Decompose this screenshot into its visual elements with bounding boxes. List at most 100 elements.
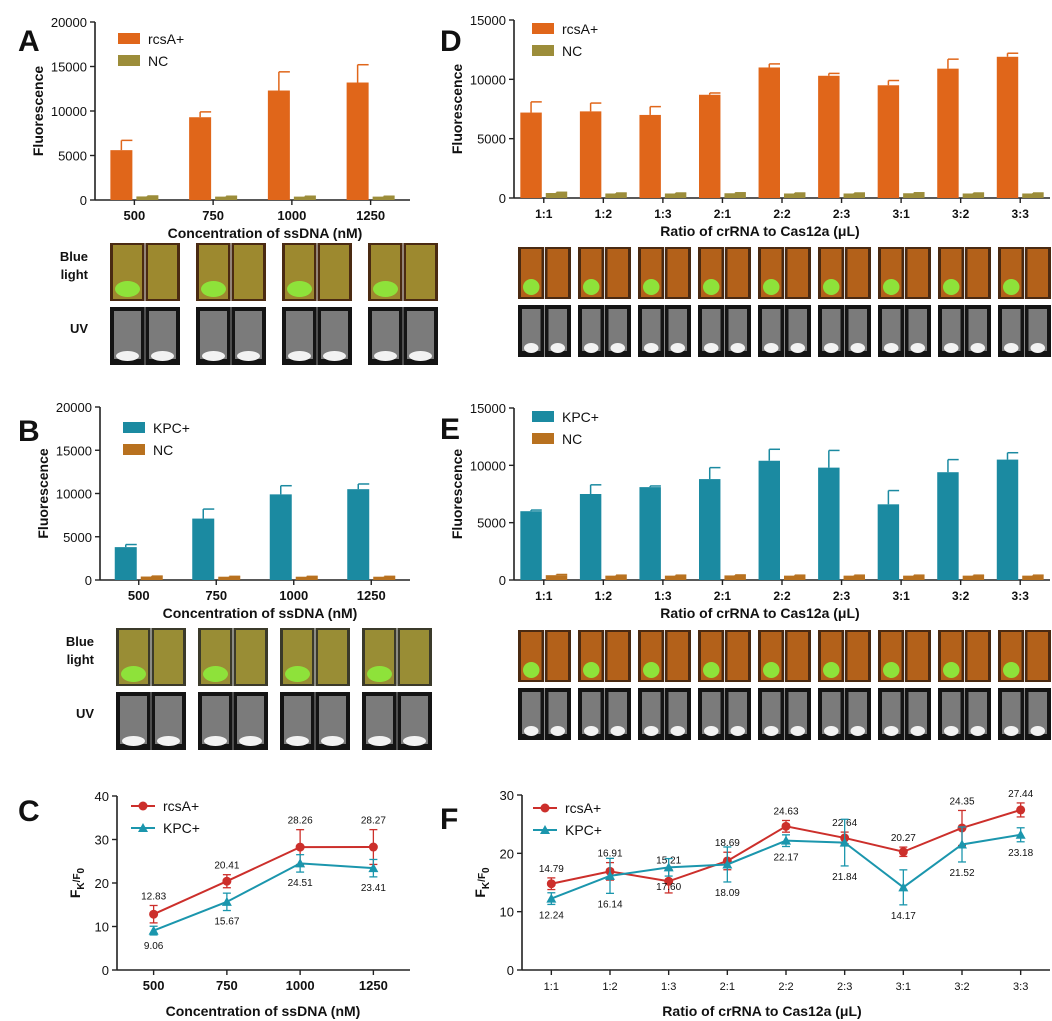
tube-fluorescence: [823, 662, 840, 678]
bar: [843, 193, 865, 198]
legend-swatch: [532, 23, 554, 34]
tube: [318, 630, 347, 684]
y-tick-label: 10: [500, 905, 514, 920]
tube-uv-bottom: [122, 736, 145, 746]
tube-fluorescence: [285, 666, 310, 682]
data-label: 27.44: [1008, 789, 1033, 800]
tube-uv-bottom: [910, 343, 925, 353]
tube-uv: [882, 309, 901, 351]
bar: [114, 547, 137, 580]
bar: [605, 193, 627, 198]
y-axis-label-part: 0: [481, 867, 492, 873]
x-tick-label: 2:1: [714, 207, 732, 221]
tube-uv-bottom: [910, 726, 925, 736]
tube-uv: [848, 309, 867, 351]
x-tick-label: 3:2: [952, 207, 970, 221]
y-tick-label: 30: [500, 788, 514, 803]
data-label: 18.69: [715, 838, 740, 849]
data-label: 15.67: [214, 917, 239, 928]
tube: [234, 245, 263, 299]
bar: [192, 518, 215, 580]
tube-uv-bottom: [790, 343, 805, 353]
tube-uv: [522, 309, 541, 351]
panel-letter: A: [18, 25, 40, 58]
y-tick-label: 0: [499, 573, 506, 588]
tube: [320, 245, 349, 299]
x-tick-label: 2:3: [833, 589, 851, 603]
bar: [347, 489, 370, 580]
bar: [877, 504, 900, 580]
tube-fluorescence: [583, 279, 600, 295]
data-label: 24.51: [288, 878, 313, 889]
tube-uv-bottom: [550, 726, 565, 736]
tube-uv-bottom: [321, 736, 344, 746]
data-point: [368, 842, 378, 852]
tube-fluorescence: [883, 279, 900, 295]
bar: [962, 193, 985, 198]
tube-uv: [1028, 309, 1047, 351]
tube: [607, 632, 628, 680]
x-axis-label: Concentration of ssDNA (nM): [163, 605, 358, 621]
bar: [818, 75, 840, 198]
legend-label: KPC+: [153, 420, 190, 436]
legend-label: KPC+: [562, 409, 599, 425]
y-tick-label: 20: [95, 876, 109, 891]
tube-fluorescence: [115, 281, 140, 297]
data-label: 24.63: [773, 806, 798, 817]
tube: [667, 249, 688, 297]
tube: [236, 630, 265, 684]
tube-uv: [762, 692, 781, 734]
tube: [787, 632, 808, 680]
panel-b: B 0 5000 10000 15000 20000 500 750 1000 1250 Fluor…: [18, 400, 432, 750]
bar: [639, 114, 661, 198]
photo-label-uv: UV: [70, 321, 88, 336]
data-point: [898, 847, 908, 857]
x-tick-label: 3:3: [1012, 589, 1030, 603]
x-axis-label: Concentration of ssDNA (nM): [166, 1003, 361, 1019]
data-point: [898, 882, 909, 892]
legend-label: rcsA+: [562, 21, 598, 37]
tube: [607, 249, 628, 297]
legend-label: KPC+: [163, 820, 200, 836]
x-tick-label: 750: [216, 978, 238, 993]
data-point: [781, 835, 791, 845]
y-axis-label-part: K: [76, 882, 87, 890]
bar: [818, 467, 840, 580]
data-label: 28.27: [361, 816, 386, 827]
panel-letter: C: [18, 795, 40, 828]
y-tick-label: 0: [507, 963, 514, 978]
bar: [784, 575, 806, 580]
y-axis-label-part: F: [67, 889, 83, 898]
y-tick-label: 0: [102, 963, 109, 978]
tube-fluorescence: [823, 279, 840, 295]
tube: [547, 249, 568, 297]
tube-uv: [968, 692, 987, 734]
tube-fluorescence: [703, 279, 720, 295]
tube: [907, 632, 928, 680]
y-axis-label: FK/F0: [472, 867, 492, 898]
bar: [136, 196, 159, 200]
x-tick-label: 2:3: [837, 981, 852, 993]
x-tick-label: 1:3: [654, 589, 672, 603]
tube-uv: [1002, 309, 1021, 351]
y-tick-label: 10000: [470, 458, 506, 473]
tube-uv-bottom: [944, 343, 959, 353]
photo-label-uv: UV: [76, 706, 94, 721]
legend-marker: [138, 823, 148, 832]
tube-uv-bottom: [157, 736, 180, 746]
tube: [148, 245, 177, 299]
data-point: [222, 876, 232, 886]
tube-uv: [848, 692, 867, 734]
y-tick-label: 15000: [51, 60, 87, 75]
tube-uv: [548, 692, 567, 734]
tube-uv-bottom: [670, 343, 685, 353]
tube-uv: [908, 309, 927, 351]
legend-label: rcsA+: [565, 800, 601, 816]
panel-a: A 0 5000 10000 15000 20000 500 750 1000 1250 Fluor…: [18, 15, 438, 365]
tube-uv: [788, 309, 807, 351]
legend-marker: [138, 801, 148, 811]
x-tick-label: 1000: [286, 978, 315, 993]
data-point: [663, 862, 674, 872]
data-point: [148, 925, 159, 935]
